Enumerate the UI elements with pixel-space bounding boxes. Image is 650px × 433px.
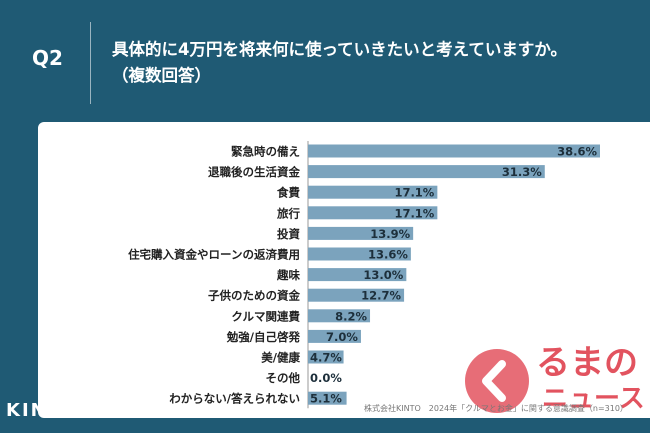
bar [308,329,361,343]
bar [308,185,438,199]
category-label: わからない/答えられない [169,392,300,406]
category-label: 勉強/自己啓発 [226,330,301,344]
category-label: 子供のための資金 [208,289,300,303]
bar [308,391,347,405]
bar [308,309,371,323]
value-label: 0.0% [310,371,342,385]
car-badge-icon [465,349,529,413]
bar [308,268,407,282]
value-label: 7.0% [326,330,358,344]
bar [308,226,414,240]
value-label: 8.2% [335,309,367,323]
category-label: 投資 [277,227,300,241]
category-label: 食費 [277,186,300,200]
header: Q2 具体的に4万円を将来何に使っていきたいと考えていますか。 （複数回答） [0,0,650,120]
category-label: 旅行 [277,206,300,220]
value-label: 5.1% [310,392,342,406]
bar [308,247,411,261]
header-divider [90,22,91,104]
value-label: 13.6% [368,248,408,262]
bar [308,206,438,220]
category-label: 趣味 [276,268,300,282]
watermark-logo: るまの ニュース [462,342,648,420]
value-label: 12.7% [361,289,401,303]
question-subtitle: （複数回答） [112,66,211,85]
category-label: 退職後の生活資金 [208,165,300,179]
category-label: クルマ関連費 [231,309,300,323]
value-label: 13.0% [363,268,403,282]
watermark-subtext: ニュース [542,384,645,414]
category-label: その他 [266,371,301,385]
brand-logo: KINTO [6,400,80,421]
category-label: 美/健康 [261,351,300,365]
value-label: 38.6% [557,145,597,159]
bar [308,288,405,302]
value-label: 17.1% [394,186,434,200]
bar [308,165,545,179]
category-label: 住宅購入資金やローンの返済費用 [128,248,300,262]
value-label: 4.7% [310,351,342,365]
value-label: 13.9% [370,227,410,241]
category-label: 緊急時の備え [231,145,300,159]
bar [308,350,344,364]
source-footnote: 株式会社KINTO 2024年「クルマとお金」に関する意識調査（n=310） [364,404,628,413]
question-label: Q2 [32,46,63,70]
watermark-text: るまの [536,343,638,383]
value-label: 17.1% [394,206,434,220]
value-label: 31.3% [502,165,542,179]
question-title: 具体的に4万円を将来何に使っていきたいと考えていますか。 [112,40,568,59]
bar [308,144,600,158]
